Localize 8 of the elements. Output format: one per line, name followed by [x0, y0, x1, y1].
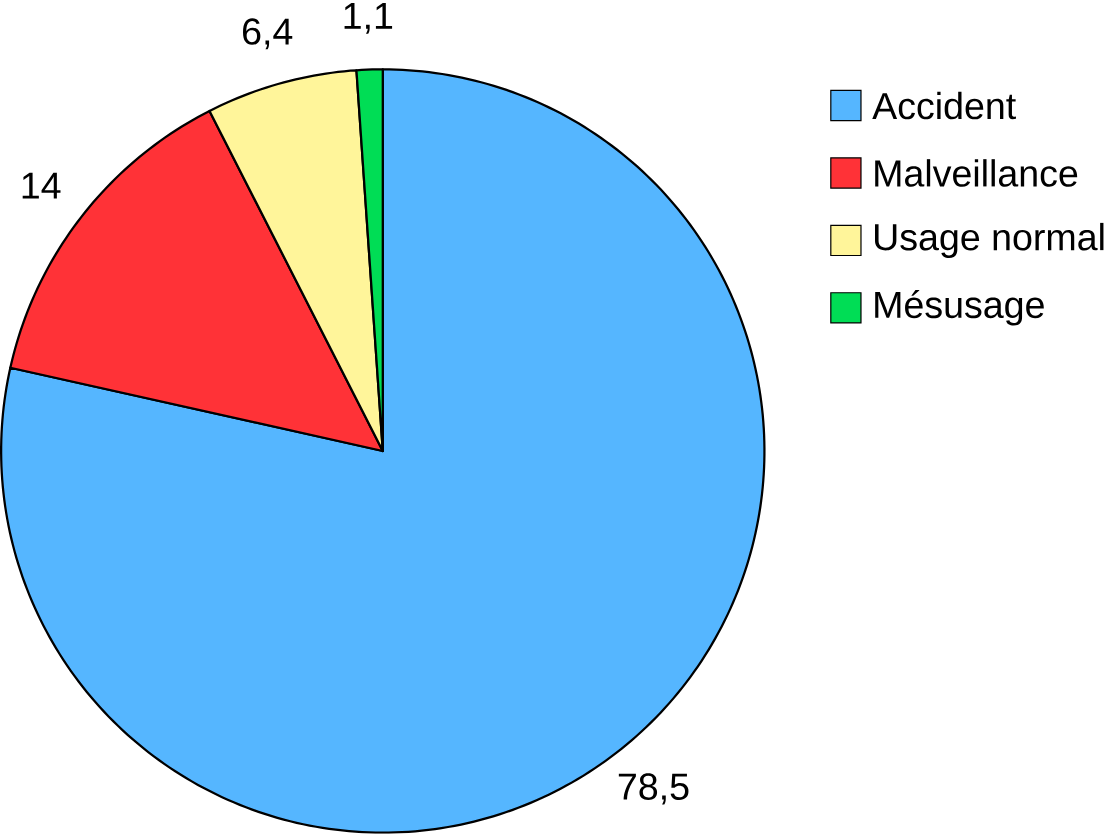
legend-label: Usage normal — [875, 222, 1104, 259]
legend-label: Accident — [872, 91, 1016, 120]
data-label: 6,4 — [243, 18, 293, 50]
data-label: 1,1 — [344, 3, 393, 34]
legend-label: Malveillance — [875, 159, 1078, 187]
data-label: 78,5 — [618, 773, 689, 805]
legend-label: Mésusage — [875, 290, 1044, 326]
data-label: 14 — [22, 172, 61, 199]
